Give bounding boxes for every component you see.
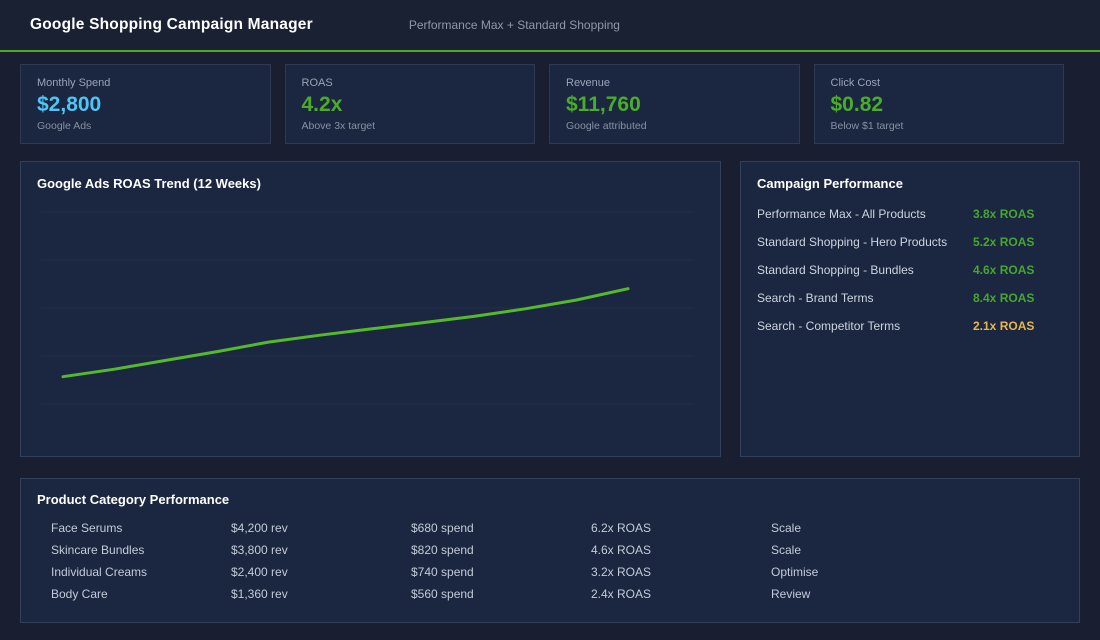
cell-revenue: $2,400 rev	[231, 565, 288, 579]
campaign-roas: 5.2x ROAS	[973, 235, 1035, 249]
campaign-name: Standard Shopping - Bundles	[757, 263, 914, 277]
campaign-panel-title: Campaign Performance	[757, 176, 903, 191]
campaign-roas: 8.4x ROAS	[973, 291, 1035, 305]
cell-category: Individual Creams	[51, 565, 148, 579]
roas-trend-line	[61, 287, 630, 379]
kpi-card-revenue: Revenue $11,760 Google attributed	[549, 64, 800, 144]
campaign-name: Search - Brand Terms	[757, 291, 874, 305]
kpi-label: Click Cost	[830, 77, 881, 89]
kpi-card-roas: ROAS 4.2x Above 3x target	[284, 64, 535, 144]
product-category-panel: Product Category Performance Face Serums…	[20, 478, 1080, 623]
cell-category: Skincare Bundles	[51, 543, 145, 557]
campaign-row: Search - Competitor Terms 2.1x ROAS	[757, 312, 1063, 340]
cell-roas: 4.6x ROAS	[591, 543, 652, 557]
cell-action: Scale	[771, 543, 802, 557]
table-row: Face Serums $4,200 rev $680 spend 6.2x R…	[51, 517, 1063, 539]
kpi-note: Google Ads	[37, 120, 92, 132]
kpi-value: $0.82	[830, 93, 884, 116]
campaign-row: Standard Shopping - Hero Products 5.2x R…	[757, 228, 1063, 256]
cell-revenue: $3,800 rev	[231, 543, 288, 557]
cell-action: Optimise	[771, 565, 819, 579]
campaign-rows: Performance Max - All Products 3.8x ROAS…	[757, 200, 1063, 340]
chart-title: Google Ads ROAS Trend (12 Weeks)	[37, 176, 261, 191]
cell-revenue: $1,360 rev	[231, 587, 288, 601]
app-header: Google Shopping Campaign Manager Perform…	[0, 0, 1100, 52]
cell-action: Scale	[771, 521, 802, 535]
table-row: Body Care $1,360 rev $560 spend 2.4x ROA…	[51, 583, 1063, 605]
campaign-roas: 3.8x ROAS	[973, 207, 1035, 221]
cell-spend: $680 spend	[411, 521, 474, 535]
campaign-row: Standard Shopping - Bundles 4.6x ROAS	[757, 256, 1063, 284]
kpi-card-click-cost: Click Cost $0.82 Below $1 target	[813, 64, 1064, 144]
cell-spend: $560 spend	[411, 587, 474, 601]
campaign-roas: 4.6x ROAS	[973, 263, 1035, 277]
cell-spend: $740 spend	[411, 565, 474, 579]
campaign-name: Search - Competitor Terms	[757, 319, 901, 333]
table-row: Individual Creams $2,400 rev $740 spend …	[51, 561, 1063, 583]
campaign-name: Performance Max - All Products	[757, 207, 926, 221]
campaign-row: Search - Brand Terms 8.4x ROAS	[757, 284, 1063, 312]
kpi-note: Above 3x target	[301, 120, 376, 132]
table-row: Skincare Bundles $3,800 rev $820 spend 4…	[51, 539, 1063, 561]
cell-action: Review	[771, 587, 811, 601]
kpi-value: $2,800	[37, 93, 102, 116]
roas-trend-chart: Google Ads ROAS Trend (12 Weeks)	[20, 161, 721, 457]
campaign-performance-panel: Campaign Performance Performance Max - A…	[740, 161, 1080, 457]
table-title: Product Category Performance	[37, 492, 230, 507]
kpi-label: Revenue	[566, 77, 611, 89]
kpi-card-monthly-spend: Monthly Spend $2,800 Google Ads	[20, 64, 271, 144]
cell-spend: $820 spend	[411, 543, 474, 557]
cell-roas: 2.4x ROAS	[591, 587, 652, 601]
campaign-row: Performance Max - All Products 3.8x ROAS	[757, 200, 1063, 228]
kpi-value: 4.2x	[301, 93, 343, 116]
campaign-roas: 2.1x ROAS	[973, 319, 1035, 333]
cell-roas: 3.2x ROAS	[591, 565, 652, 579]
roas-trend-svg	[41, 211, 693, 405]
kpi-note: Below $1 target	[830, 120, 904, 132]
main-row: Google Ads ROAS Trend (12 Weeks) Campaig…	[20, 161, 1080, 457]
app-title: Google Shopping Campaign Manager	[30, 16, 313, 33]
cell-revenue: $4,200 rev	[231, 521, 288, 535]
table-rows: Face Serums $4,200 rev $680 spend 6.2x R…	[51, 517, 1063, 605]
cell-roas: 6.2x ROAS	[591, 521, 652, 535]
campaign-name: Standard Shopping - Hero Products	[757, 235, 948, 249]
kpi-label: ROAS	[301, 77, 333, 89]
cell-category: Face Serums	[51, 521, 123, 535]
kpi-row: Monthly Spend $2,800 Google Ads ROAS 4.2…	[20, 64, 1064, 144]
kpi-label: Monthly Spend	[37, 77, 111, 89]
kpi-note: Google attributed	[566, 120, 647, 132]
kpi-value: $11,760	[566, 93, 641, 116]
app-subtitle: Performance Max + Standard Shopping	[408, 18, 620, 32]
cell-category: Body Care	[51, 587, 108, 601]
